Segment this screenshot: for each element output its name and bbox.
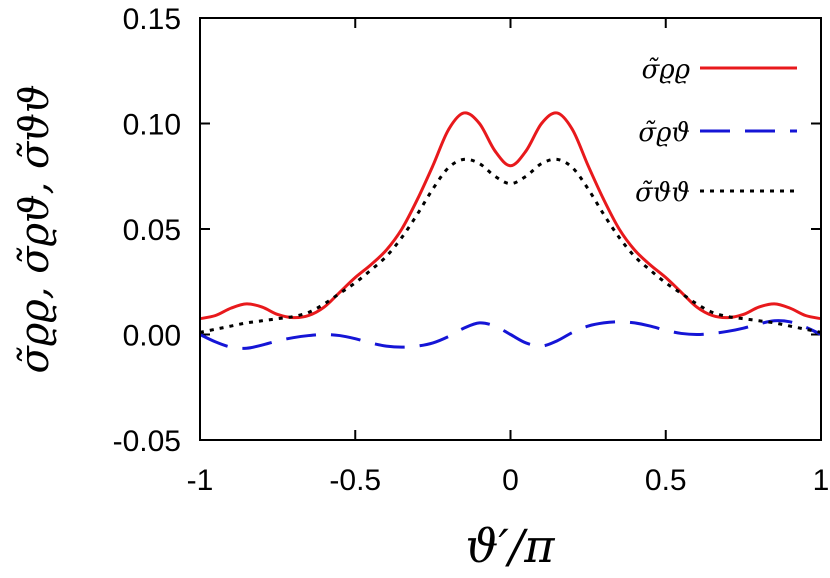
series-tt-line <box>199 157 822 334</box>
y-tick-label: 0.15 <box>123 3 181 36</box>
x-axis-title: ϑ′/π <box>465 519 555 573</box>
series-rr-line <box>199 111 822 321</box>
axis-ticks <box>199 17 822 441</box>
legend: σ̃ϱϱ σ̃ϱϑ σ̃ϑϑ <box>635 55 797 208</box>
series-rt-line <box>199 319 822 350</box>
legend-label: σ̃ϱϑ <box>638 118 690 148</box>
x-tick-label: 0.5 <box>645 464 687 497</box>
legend-label: σ̃ϱϱ <box>642 55 691 85</box>
plot-frame <box>199 17 822 441</box>
y-tick-label: 0.05 <box>123 214 181 247</box>
legend-label: σ̃ϑϑ <box>635 178 690 208</box>
x-tick-label: 0 <box>502 464 519 497</box>
y-axis-title: σ̃ϱϱ, σ̃ϱϑ, σ̃ϑϑ <box>12 84 58 373</box>
x-tick-label: 1 <box>813 464 830 497</box>
y-tick-label: 0.10 <box>123 109 181 142</box>
y-tick-label: -0.05 <box>113 425 181 458</box>
y-tick-label: 0.00 <box>123 320 181 353</box>
x-tick-label: -0.5 <box>329 464 381 497</box>
series-lines <box>199 111 822 350</box>
tick-labels: -1 -0.5 0 0.5 1 -0.05 0.00 0.05 0.10 0.15 <box>113 3 830 497</box>
x-tick-label: -1 <box>187 464 214 497</box>
